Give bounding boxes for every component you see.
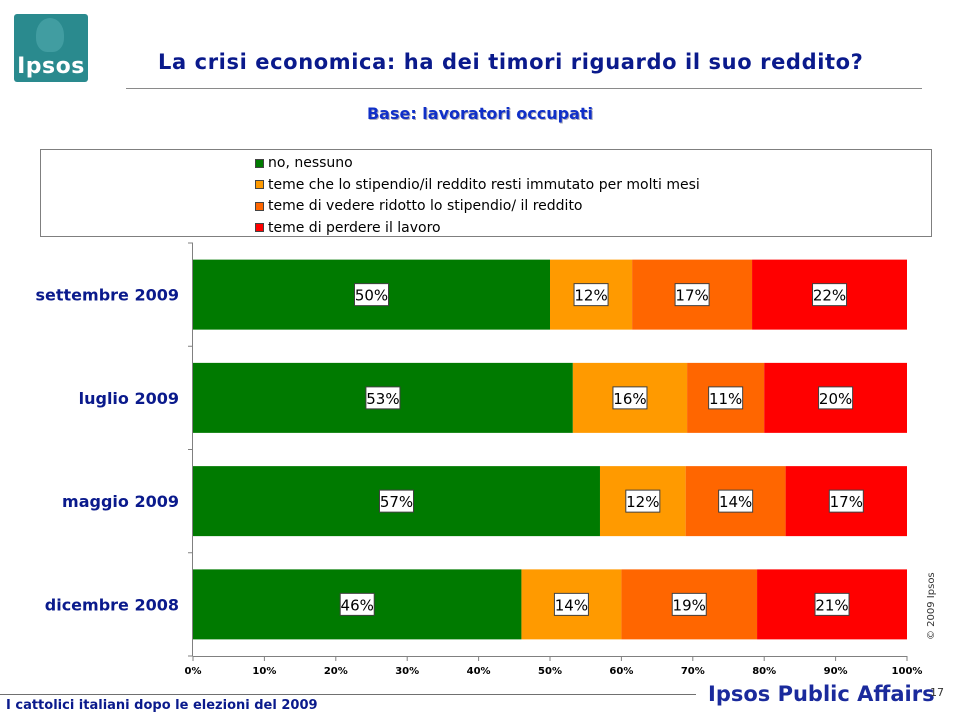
data-label-box — [378, 489, 414, 513]
footer-divider — [0, 694, 696, 695]
data-label: 19% — [673, 596, 706, 614]
x-tick-label: 70% — [681, 666, 705, 677]
legend-swatch — [255, 201, 264, 211]
legend-item: teme di vedere ridotto lo stipendio/ il … — [255, 196, 583, 216]
data-label: 50% — [355, 287, 388, 305]
data-label-box — [354, 283, 389, 307]
legend-label: teme che lo stipendio/il reddito resti i… — [268, 176, 700, 193]
logo-text: Ipsos — [17, 54, 85, 79]
x-tick-label: 80% — [752, 666, 776, 677]
x-tick-label: 100% — [892, 666, 923, 677]
data-label-box — [708, 386, 744, 410]
subtitle-text: Base: lavoratori occupati — [366, 104, 594, 123]
data-label: 11% — [709, 390, 742, 408]
copyright-note: © 2009 Ipsos — [926, 572, 937, 640]
x-tick-label: 0% — [185, 666, 202, 677]
data-label: 17% — [830, 493, 863, 511]
data-label-box — [828, 489, 864, 513]
data-label: 21% — [815, 596, 848, 614]
data-label: 57% — [380, 493, 413, 511]
legend-label: teme di perdere il lavoro — [268, 219, 441, 236]
legend-label: teme di vedere ridotto lo stipendio/ il … — [268, 198, 583, 214]
category-label: settembre 2009 — [36, 286, 180, 305]
data-label: 12% — [574, 287, 607, 305]
title-divider — [126, 88, 922, 89]
x-tick-label: 50% — [538, 666, 562, 677]
x-tick-label: 30% — [395, 666, 419, 677]
legend-swatch — [255, 180, 264, 189]
data-label-box — [339, 592, 375, 616]
data-label-box — [718, 489, 754, 513]
data-label-box — [553, 592, 589, 616]
data-label: 14% — [555, 596, 588, 614]
page-number: 17 — [930, 686, 944, 699]
page-title: La crisi economica: ha dei timori riguar… — [158, 50, 864, 74]
data-label: 22% — [813, 287, 846, 305]
data-label: 53% — [366, 390, 399, 408]
x-tick-label: 90% — [824, 666, 848, 677]
category-label: dicembre 2008 — [45, 595, 179, 614]
data-label: 46% — [341, 596, 374, 614]
legend-swatch — [255, 223, 264, 232]
x-tick-label: 20% — [324, 666, 348, 677]
footer-text: I cattolici italiani dopo le elezioni de… — [6, 698, 318, 713]
data-label-box — [573, 283, 609, 307]
legend-label: no, nessuno — [268, 155, 353, 171]
data-label-box — [812, 283, 848, 307]
category-label: maggio 2009 — [62, 492, 179, 511]
data-label-box — [674, 283, 710, 307]
data-label: 14% — [719, 493, 752, 511]
data-label-box — [625, 489, 661, 513]
chart-legend: no, nessuno teme che lo stipendio/il redd… — [40, 149, 932, 237]
x-tick-label: 40% — [467, 666, 491, 677]
category-label: luglio 2009 — [79, 389, 179, 408]
ipsos-logo: Ipsos — [14, 14, 88, 82]
x-tick-label: 60% — [609, 666, 633, 677]
legend-item: no, nessuno — [255, 153, 353, 173]
data-label-box — [818, 386, 854, 410]
data-label: 16% — [613, 390, 646, 408]
legend-item: teme di perdere il lavoro — [255, 218, 441, 238]
data-label-box — [671, 592, 707, 616]
data-label: 17% — [675, 287, 708, 305]
logo-head-icon — [36, 18, 64, 52]
x-tick-label: 10% — [252, 666, 276, 677]
brand-text: Ipsos Public Affairs — [708, 682, 935, 706]
data-label-box — [365, 386, 401, 410]
chart-subtitle: Base: lavoratori occupati — [0, 104, 960, 123]
legend-swatch — [255, 158, 264, 168]
data-label-box — [814, 592, 850, 616]
data-label: 20% — [819, 390, 852, 408]
data-label: 12% — [626, 493, 659, 511]
data-label-box — [612, 386, 648, 410]
legend-item: teme che lo stipendio/il reddito resti i… — [255, 175, 700, 195]
